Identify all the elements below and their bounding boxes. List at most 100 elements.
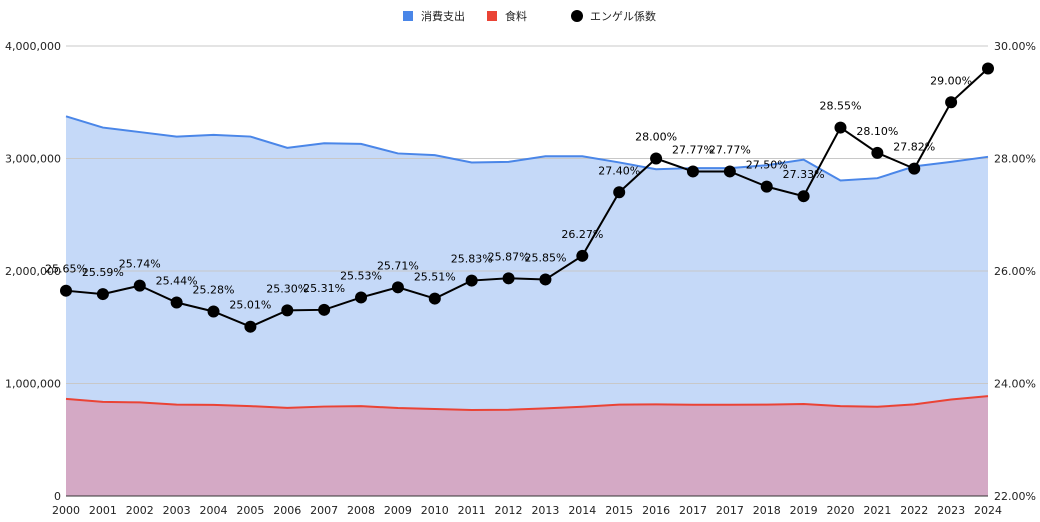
x-tick-label: 2018 [753, 504, 781, 517]
x-tick-label: 2013 [531, 504, 559, 517]
x-tick-label: 2022 [900, 504, 928, 517]
engel-data-label: 25.53% [340, 269, 382, 282]
engel-point [650, 152, 663, 165]
x-tick-label: 2012 [495, 504, 523, 517]
engel-point [576, 249, 589, 262]
y-left-tick-label: 4,000,000 [5, 40, 61, 53]
engel-data-label: 25.28% [193, 284, 235, 297]
engel-point [244, 320, 257, 333]
engel-data-label: 25.87% [488, 250, 530, 263]
area-line-food [65, 395, 989, 411]
legend-item-consumption-swatch [403, 11, 413, 21]
x-tick-label: 2021 [863, 504, 891, 517]
area-line-consumption [65, 115, 989, 182]
x-tick-label: 2024 [974, 504, 1002, 517]
area-series-consumption [66, 116, 988, 496]
x-tick-label: 2020 [826, 504, 854, 517]
engel-data-label: 25.65% [45, 263, 87, 276]
x-tick-label: 2005 [236, 504, 264, 517]
engel-point [797, 190, 810, 203]
y-right-tick-label: 30.00% [994, 40, 1036, 53]
engel-data-label: 28.10% [856, 125, 898, 138]
y-left-tick-label: 1,000,000 [5, 378, 61, 391]
area-series-food [66, 396, 988, 496]
engel-data-label: 25.74% [119, 258, 161, 271]
engel-data-label: 25.30% [266, 282, 308, 295]
engel-point [723, 165, 736, 178]
legend-item-engel-label: エンゲル係数 [590, 10, 656, 23]
engel-point [60, 284, 72, 297]
x-tick-label: 2004 [200, 504, 228, 517]
engel-point [133, 279, 146, 292]
engel-point [502, 272, 515, 285]
line-series-engel [65, 67, 989, 328]
engel-point [96, 288, 109, 301]
x-tick-label: 2016 [642, 504, 670, 517]
engel-data-label: 28.55% [820, 100, 862, 113]
engel-point [945, 96, 958, 109]
y-right-tick-label: 28.00% [994, 153, 1036, 166]
x-tick-label: 2003 [163, 504, 191, 517]
x-tick-label: 2010 [421, 504, 449, 517]
x-tick-label: 2011 [458, 504, 486, 517]
engel-point [391, 281, 404, 294]
engel-data-label: 25.31% [303, 282, 345, 295]
x-tick-label: 2014 [568, 504, 596, 517]
engel-data-label: 26.27% [561, 228, 603, 241]
engel-point [871, 146, 884, 159]
y-left-tick-label: 2,000,000 [5, 265, 61, 278]
y-left-tick-label: 3,000,000 [5, 153, 61, 166]
engel-point [686, 165, 699, 178]
engel-point [318, 303, 331, 316]
engel-point [613, 186, 626, 199]
engel-point [760, 180, 773, 193]
engel-data-label: 27.33% [783, 168, 825, 181]
engel-data-label: 27.50% [746, 159, 788, 172]
y-right-tick-label: 26.00% [994, 265, 1036, 278]
x-tick-label: 2006 [273, 504, 301, 517]
engel-point [465, 274, 478, 287]
engel-point [170, 296, 183, 309]
engel-point [281, 304, 294, 317]
engel-data-label: 25.51% [414, 271, 456, 284]
x-tick-label: 2017 [716, 504, 744, 517]
x-tick-label: 2009 [384, 504, 412, 517]
legend-item-food-label: 食料 [505, 9, 527, 23]
x-tick-label: 2002 [126, 504, 154, 517]
x-tick-label: 2017 [679, 504, 707, 517]
engel-data-label: 27.40% [598, 164, 640, 177]
engel-point [355, 291, 368, 304]
y-left-tick-label: 0 [54, 490, 61, 503]
engel-data-label: 25.44% [156, 275, 198, 288]
engel-data-label: 29.00% [930, 74, 972, 87]
engel-data-label: 25.85% [524, 251, 566, 264]
engel-point [428, 292, 441, 305]
engel-point [982, 62, 994, 75]
engel-data-label: 25.59% [82, 266, 124, 279]
engel-point [834, 121, 847, 134]
x-tick-label: 2008 [347, 504, 375, 517]
legend-item-engel-swatch [571, 10, 583, 22]
y-right-tick-label: 24.00% [994, 378, 1036, 391]
engel-data-label: 28.00% [635, 131, 677, 144]
legend-item-food-swatch [487, 11, 497, 21]
x-tick-label: 2019 [790, 504, 818, 517]
engel-point [539, 273, 552, 286]
x-tick-label: 2000 [52, 504, 80, 517]
engel-data-label: 25.83% [451, 253, 493, 266]
x-tick-label: 2015 [605, 504, 633, 517]
y-right-tick-label: 22.00% [994, 490, 1036, 503]
engel-point [207, 305, 220, 318]
engel-data-label: 27.77% [709, 143, 751, 156]
engel-data-label: 27.77% [672, 143, 714, 156]
engel-data-label: 27.82% [893, 141, 935, 154]
legend-item-consumption-label: 消費支出 [421, 9, 465, 23]
x-tick-label: 2023 [937, 504, 965, 517]
x-tick-label: 2001 [89, 504, 117, 517]
engel-point [908, 162, 921, 175]
engel-data-label: 25.01% [229, 299, 271, 312]
x-tick-label: 2007 [310, 504, 338, 517]
engel-data-label: 25.71% [377, 259, 419, 272]
